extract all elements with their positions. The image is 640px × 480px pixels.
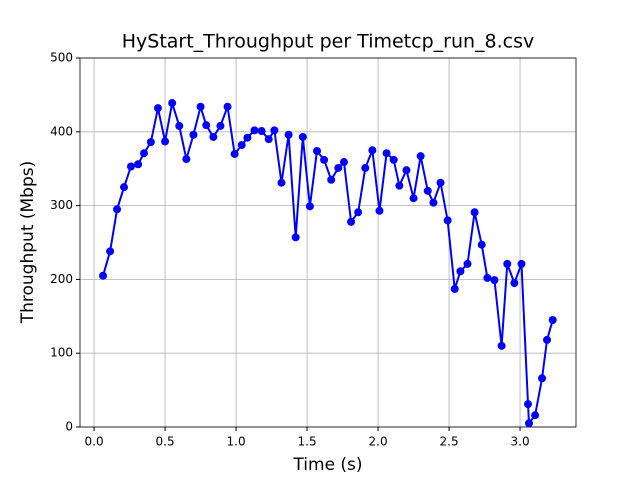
data-point [402, 166, 411, 175]
data-point [395, 181, 404, 190]
data-point [470, 208, 479, 217]
chart-title: HyStart_Throughput per Timetcp_run_8.csv [122, 31, 535, 53]
x-tick-label: 0.5 [156, 435, 175, 449]
data-point [538, 374, 547, 383]
data-point [368, 146, 377, 155]
data-point [503, 259, 512, 268]
data-point [517, 259, 526, 268]
data-point [443, 216, 452, 225]
data-point [409, 194, 418, 203]
data-point [312, 146, 321, 155]
x-tick-label: 2.5 [440, 435, 459, 449]
x-tick-label: 3.0 [511, 435, 530, 449]
data-point [216, 121, 225, 130]
data-point [134, 160, 143, 169]
data-point [543, 335, 552, 344]
data-point [209, 132, 218, 141]
data-point [305, 202, 314, 211]
plot-frame [79, 57, 577, 428]
data-point [264, 135, 273, 144]
data-point [436, 178, 445, 187]
data-point [510, 279, 519, 288]
data-point [250, 126, 259, 135]
data-point [189, 130, 198, 139]
data-point [531, 411, 540, 420]
data-point [483, 273, 492, 282]
data-point [548, 315, 557, 324]
data-point [298, 132, 307, 141]
data-point [99, 271, 108, 280]
data-point [463, 259, 472, 268]
data-point [339, 158, 348, 167]
y-tick-label: 500 [50, 51, 73, 65]
data-point [230, 149, 239, 158]
data-point [140, 149, 149, 158]
data-point [223, 102, 232, 111]
data-point [456, 267, 465, 276]
data-point [168, 99, 177, 108]
x-tick-label: 0.0 [85, 435, 104, 449]
data-point [327, 175, 336, 184]
data-point [354, 208, 363, 217]
data-point [113, 205, 122, 214]
data-point [524, 419, 533, 428]
data-point [389, 155, 398, 164]
y-tick-label: 100 [50, 346, 73, 360]
data-point [161, 137, 170, 146]
y-axis-label: Throughput (Mbps) [18, 161, 38, 325]
y-tick-label: 200 [50, 272, 73, 286]
data-point [320, 155, 329, 164]
data-point [450, 284, 459, 293]
data-point [106, 247, 115, 256]
data-point [375, 206, 384, 215]
data-point [423, 186, 432, 195]
data-point [182, 155, 191, 164]
data-point [416, 152, 425, 161]
y-tick-label: 300 [50, 198, 73, 212]
x-tick-label: 1.5 [298, 435, 317, 449]
data-point [146, 138, 155, 147]
y-tick-label: 0 [65, 420, 73, 434]
data-point [270, 126, 279, 135]
data-point [291, 233, 300, 242]
data-point [126, 162, 135, 171]
data-point [175, 121, 184, 130]
data-point [243, 133, 252, 142]
x-tick-label: 2.0 [369, 435, 388, 449]
data-point [429, 198, 438, 207]
data-point [120, 183, 129, 192]
x-tick-label: 1.0 [227, 435, 246, 449]
data-point [490, 276, 499, 285]
x-axis-label: Time (s) [292, 455, 362, 475]
data-point [257, 127, 266, 136]
data-point [524, 400, 533, 409]
data-point [334, 163, 343, 172]
data-point [277, 178, 286, 187]
data-point [347, 217, 356, 226]
data-point [284, 130, 293, 139]
y-tick-label: 400 [50, 124, 73, 138]
data-point [382, 149, 391, 158]
data-point [237, 141, 246, 150]
data-point [477, 240, 486, 249]
data-point [497, 341, 506, 350]
data-point [196, 102, 205, 111]
data-point [361, 163, 370, 172]
data-line [102, 102, 554, 427]
data-point [202, 121, 211, 130]
data-point [153, 104, 162, 113]
